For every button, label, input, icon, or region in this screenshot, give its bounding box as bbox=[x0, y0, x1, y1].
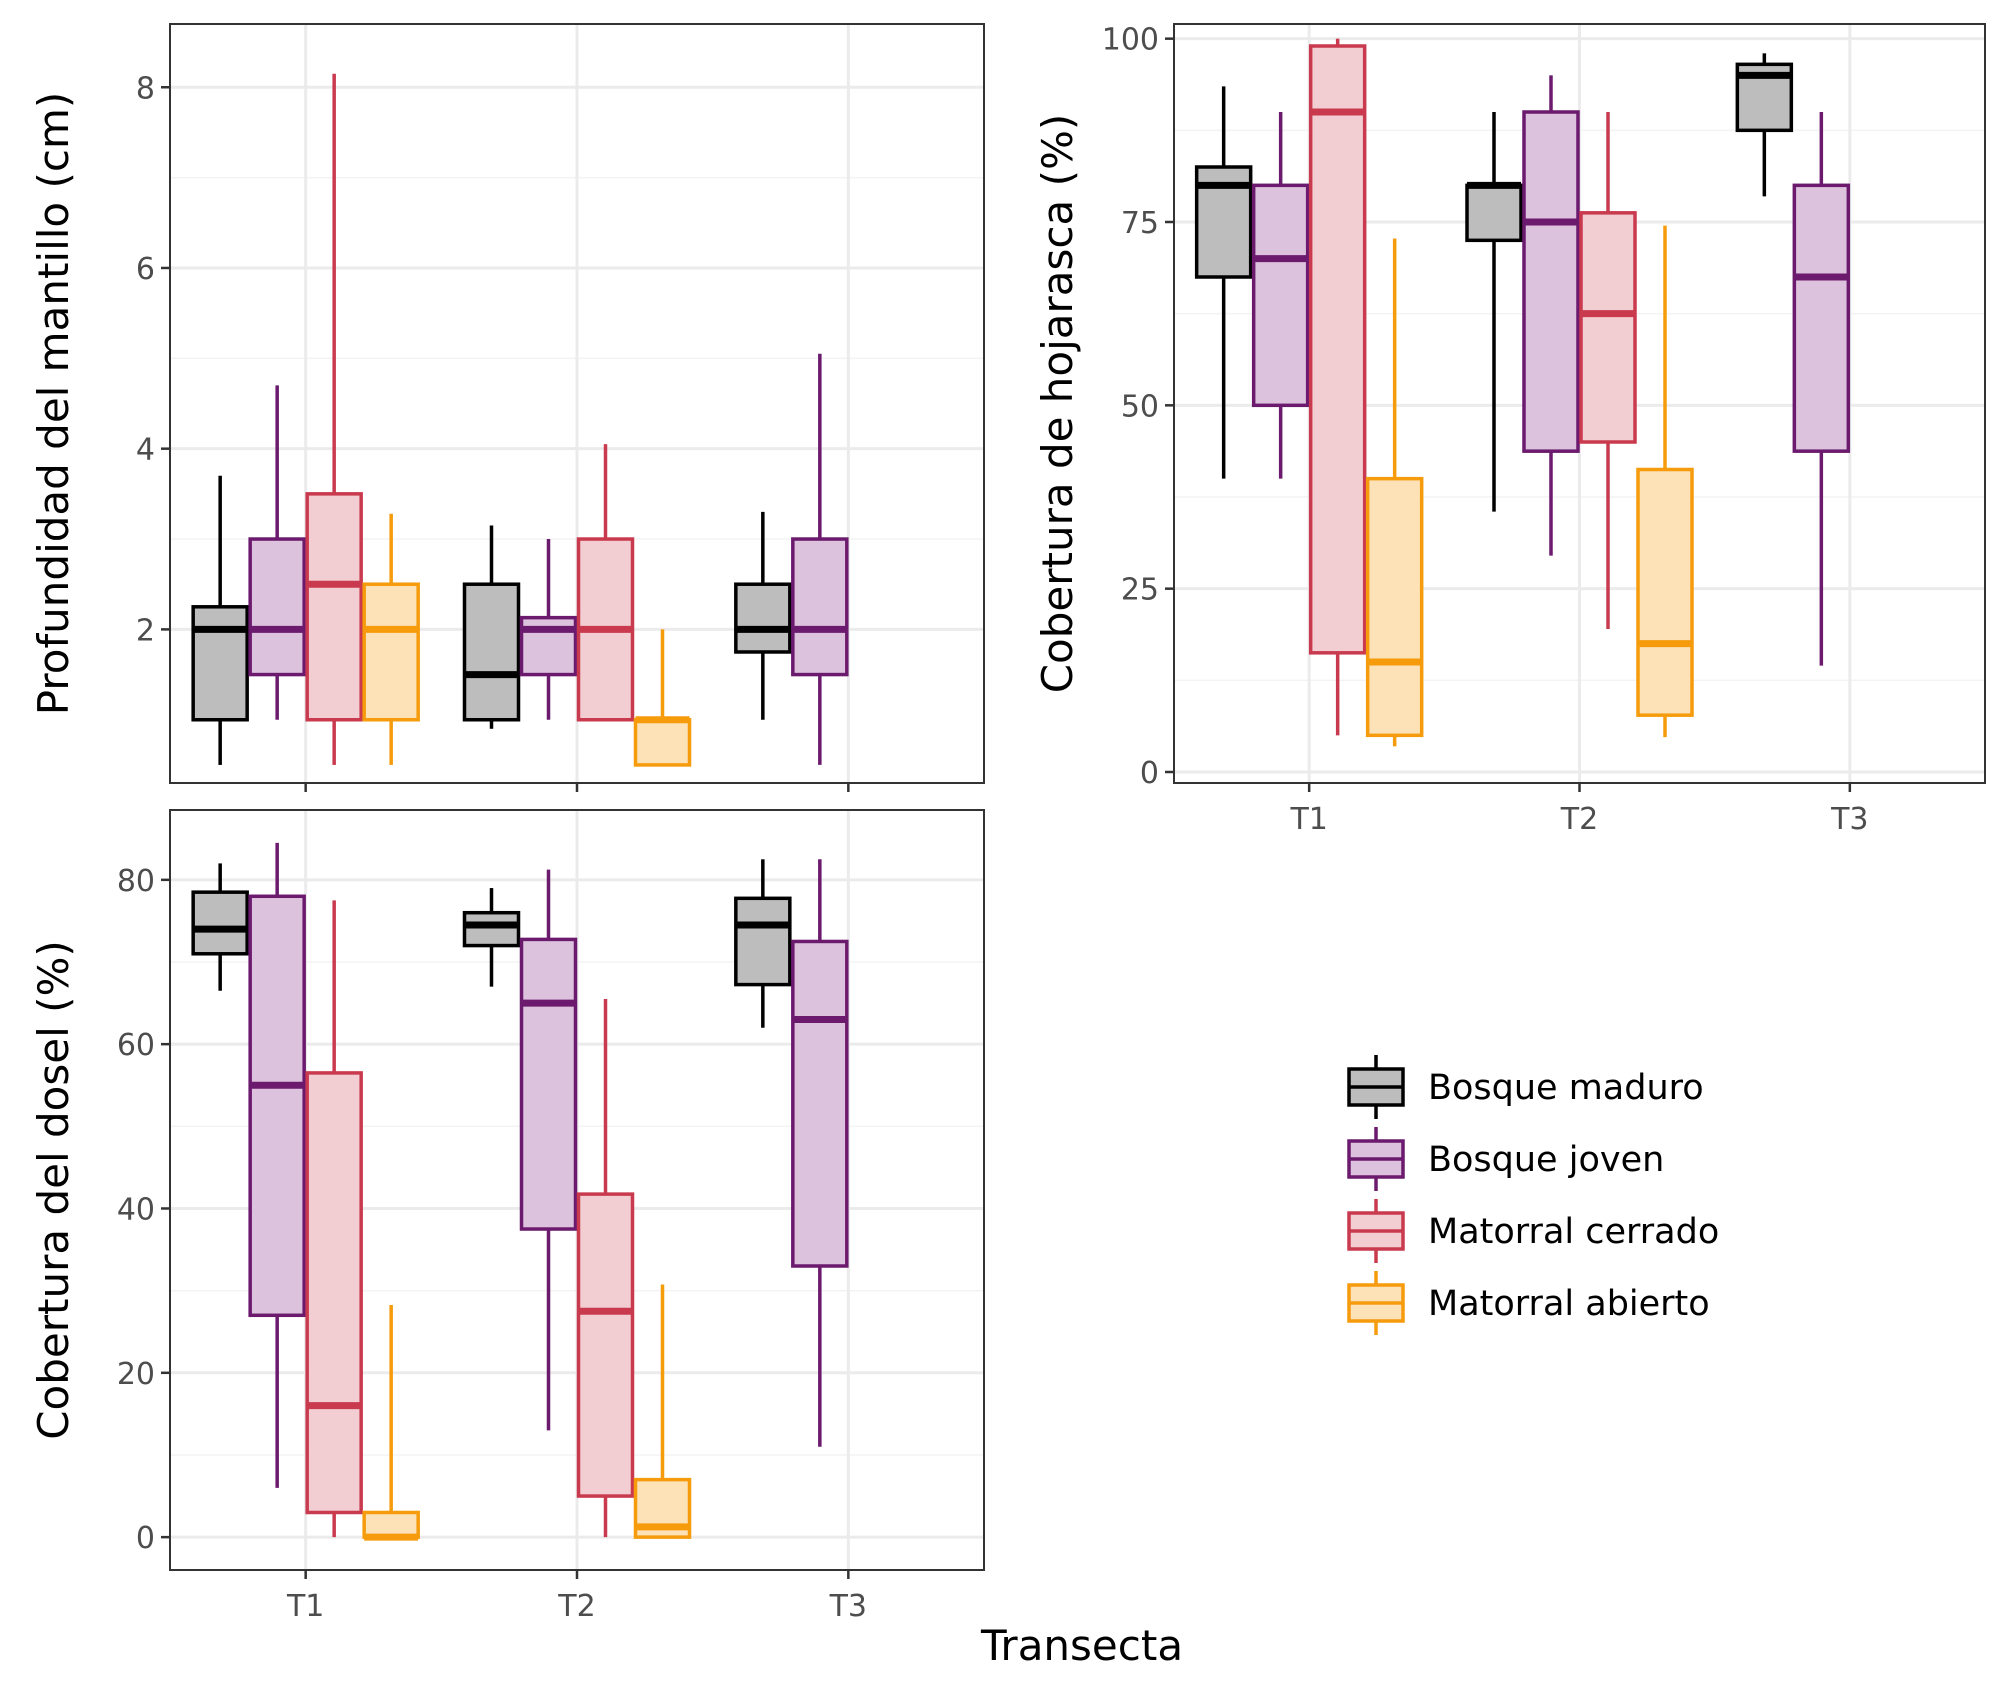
y-axis-title: Profundidad del mantillo (cm) bbox=[29, 92, 78, 715]
y-axis-title: Cobertura del dosel (%) bbox=[29, 940, 78, 1440]
box-iqr bbox=[1465, 183, 1523, 243]
box-bosque-joven-T3 bbox=[1792, 112, 1851, 666]
box-iqr bbox=[305, 492, 363, 722]
box-bosque-joven-T1 bbox=[248, 385, 306, 720]
box-matorral-abierto-T2 bbox=[633, 1284, 692, 1539]
box-bosque-maduro-T1 bbox=[1194, 86, 1253, 479]
y-tick-label: 60 bbox=[117, 1028, 155, 1063]
box-bosque-maduro-T3 bbox=[734, 511, 792, 720]
panel-2: 0 25 50 75 100 T1 T2 T3 Cobertura de hojarasca (… bbox=[1033, 23, 1986, 837]
box-bosque-joven-T2 bbox=[519, 869, 578, 1431]
y-tick-label: 2 bbox=[136, 613, 155, 648]
box-matorral-cerrado-T2 bbox=[1579, 112, 1637, 629]
box-iqr bbox=[734, 582, 792, 654]
legend: Bosque maduro Bosque joven Matorral cerrad… bbox=[1347, 1055, 1719, 1335]
box-matorral-abierto-T2 bbox=[633, 629, 692, 767]
y-tick-label: 0 bbox=[136, 1521, 155, 1556]
y-tick-label: 0 bbox=[1140, 756, 1159, 791]
box-bosque-maduro-T2 bbox=[1465, 112, 1523, 512]
box-bosque-joven-T2 bbox=[1522, 75, 1580, 556]
box-bosque-maduro-T3 bbox=[734, 859, 792, 1028]
box-iqr bbox=[519, 937, 578, 1231]
legend-item-bosque-joven: Bosque joven bbox=[1347, 1127, 1664, 1191]
box-iqr bbox=[191, 890, 249, 956]
y-tick-label: 6 bbox=[136, 252, 155, 287]
box-iqr bbox=[1792, 183, 1851, 453]
panel-1: 2 4 6 8 Profundidad del mantillo (cm) bbox=[29, 23, 985, 792]
legend-item-matorral-abierto: Matorral abierto bbox=[1347, 1271, 1710, 1335]
box-iqr bbox=[791, 537, 849, 677]
box-iqr bbox=[576, 1192, 635, 1498]
x-tick-label: T2 bbox=[557, 1589, 595, 1624]
legend-label: Matorral cerrado bbox=[1428, 1212, 1719, 1252]
box-iqr bbox=[191, 605, 249, 722]
x-tick-label: T3 bbox=[1830, 802, 1868, 837]
y-tick-label: 50 bbox=[1121, 389, 1159, 424]
box-iqr bbox=[1522, 110, 1580, 453]
y-tick-label: 75 bbox=[1121, 206, 1159, 241]
box-iqr bbox=[1365, 476, 1424, 738]
box-iqr bbox=[462, 582, 521, 722]
y-tick-label: 4 bbox=[136, 433, 155, 468]
box-matorral-cerrado-T2 bbox=[576, 444, 635, 722]
legend-label: Bosque maduro bbox=[1428, 1068, 1704, 1108]
y-axis-title: Cobertura de hojarasca (%) bbox=[1033, 114, 1082, 694]
x-axis-title: Transecta bbox=[980, 1621, 1183, 1670]
box-bosque-joven-T2 bbox=[519, 539, 578, 720]
box-iqr bbox=[362, 582, 420, 722]
box-iqr bbox=[791, 939, 849, 1268]
box-bosque-joven-T3 bbox=[791, 353, 849, 765]
box-bosque-maduro-T2 bbox=[462, 525, 521, 729]
box-matorral-abierto-T1 bbox=[362, 513, 420, 765]
x-tick-label: T2 bbox=[1560, 802, 1598, 837]
x-tick-label: T1 bbox=[286, 1589, 324, 1624]
box-bosque-maduro-T1 bbox=[191, 475, 249, 765]
y-tick-label: 100 bbox=[1102, 23, 1159, 58]
box-iqr bbox=[1636, 467, 1694, 717]
box-iqr bbox=[734, 896, 792, 987]
box-matorral-cerrado-T1 bbox=[305, 900, 363, 1538]
box-bosque-joven-T1 bbox=[1251, 112, 1310, 479]
x-tick-label: T3 bbox=[829, 1589, 867, 1624]
legend-label: Matorral abierto bbox=[1428, 1284, 1710, 1324]
legend-item-matorral-cerrado: Matorral cerrado bbox=[1347, 1199, 1719, 1263]
box-iqr bbox=[462, 910, 521, 948]
box-bosque-joven-T3 bbox=[791, 859, 849, 1447]
box-matorral-cerrado-T2 bbox=[576, 998, 635, 1538]
box-iqr bbox=[248, 537, 306, 677]
y-tick-label: 20 bbox=[117, 1357, 155, 1392]
panel-3: 0 20 40 60 80 T1 T2 T3 Cobertura del dosel (%) bbox=[29, 809, 985, 1624]
box-bosque-joven-T1 bbox=[248, 842, 306, 1488]
box-matorral-cerrado-T1 bbox=[1308, 38, 1367, 736]
legend-label: Bosque joven bbox=[1428, 1140, 1664, 1180]
box-iqr bbox=[633, 718, 692, 767]
box-iqr bbox=[362, 1510, 420, 1539]
y-tick-label: 8 bbox=[136, 71, 155, 106]
legend-item-bosque-maduro: Bosque maduro bbox=[1347, 1055, 1704, 1119]
box-bosque-maduro-T2 bbox=[462, 888, 521, 987]
box-bosque-maduro-T1 bbox=[191, 863, 249, 991]
box-iqr bbox=[1308, 44, 1367, 655]
y-tick-label: 40 bbox=[117, 1192, 155, 1227]
y-tick-label: 80 bbox=[117, 864, 155, 899]
box-bosque-maduro-T3 bbox=[1735, 53, 1794, 197]
panels: 2 4 6 8 Profundidad del mantillo (cm) 0 25 50 75… bbox=[29, 23, 1986, 1624]
y-tick-label: 25 bbox=[1121, 573, 1159, 608]
box-matorral-cerrado-T1 bbox=[305, 73, 363, 765]
box-matorral-abierto-T2 bbox=[1636, 225, 1694, 738]
box-iqr bbox=[1579, 211, 1637, 444]
x-tick-label: T1 bbox=[1289, 802, 1327, 837]
box-iqr bbox=[305, 1071, 363, 1515]
box-iqr bbox=[248, 894, 306, 1318]
box-matorral-abierto-T1 bbox=[362, 1305, 420, 1541]
box-iqr bbox=[1251, 183, 1310, 408]
box-matorral-abierto-T1 bbox=[1365, 238, 1424, 747]
